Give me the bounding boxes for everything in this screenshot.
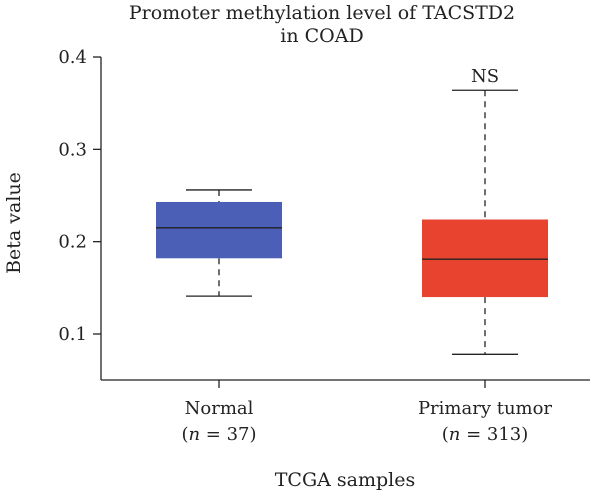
x-axis-title: TCGA samples [275,469,415,491]
chart-title-line-1: Promoter methylation level of TACSTD2 [129,2,515,24]
n-value: = 313) [460,424,528,445]
n-value: = 37) [200,424,256,445]
y-axis-title: Beta value [3,172,25,274]
n-symbol: n [188,424,200,445]
box-series: NS [156,66,548,355]
iqr-box [422,219,548,298]
y-tick-label: 0.2 [58,232,87,253]
y-axis-ticks: 0.1 0.2 0.3 0.4 [58,47,101,345]
sample-count-label: (n = 37) [181,424,256,445]
sample-count-label: (n = 313) [442,424,529,445]
chart-title-line-2: in COAD [280,25,363,47]
iqr-box [156,201,282,259]
x-tick-label: Normal [185,398,254,419]
y-tick-label: 0.4 [58,47,87,68]
n-symbol: n [449,424,461,445]
x-tick-label: Primary tumor [418,398,552,419]
y-tick-label: 0.3 [58,139,87,160]
y-tick-label: 0.1 [58,324,87,345]
x-axis-ticks: Normal (n = 37) Primary tumor (n = 313) [181,380,552,445]
box-primary-tumor: NS [422,66,548,355]
significance-label: NS [471,66,499,87]
box-normal [156,189,282,297]
